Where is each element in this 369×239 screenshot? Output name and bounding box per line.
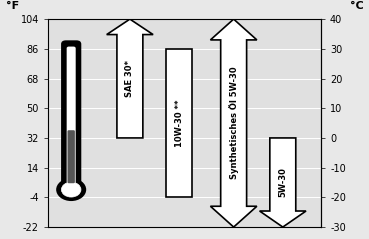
Text: 5W-30: 5W-30: [278, 168, 287, 197]
Polygon shape: [210, 19, 257, 227]
Ellipse shape: [61, 182, 81, 197]
Polygon shape: [260, 138, 306, 227]
FancyBboxPatch shape: [67, 47, 76, 184]
Text: SAE 30*: SAE 30*: [125, 60, 134, 97]
Text: °C: °C: [350, 1, 363, 11]
Polygon shape: [166, 49, 192, 197]
Text: Synthetisches Öl 5W-30: Synthetisches Öl 5W-30: [229, 67, 239, 179]
Text: °F: °F: [6, 1, 19, 11]
Polygon shape: [107, 19, 153, 138]
Ellipse shape: [56, 178, 86, 201]
FancyBboxPatch shape: [61, 40, 81, 186]
FancyBboxPatch shape: [68, 130, 75, 183]
Text: 10W-30 **: 10W-30 **: [175, 99, 183, 147]
